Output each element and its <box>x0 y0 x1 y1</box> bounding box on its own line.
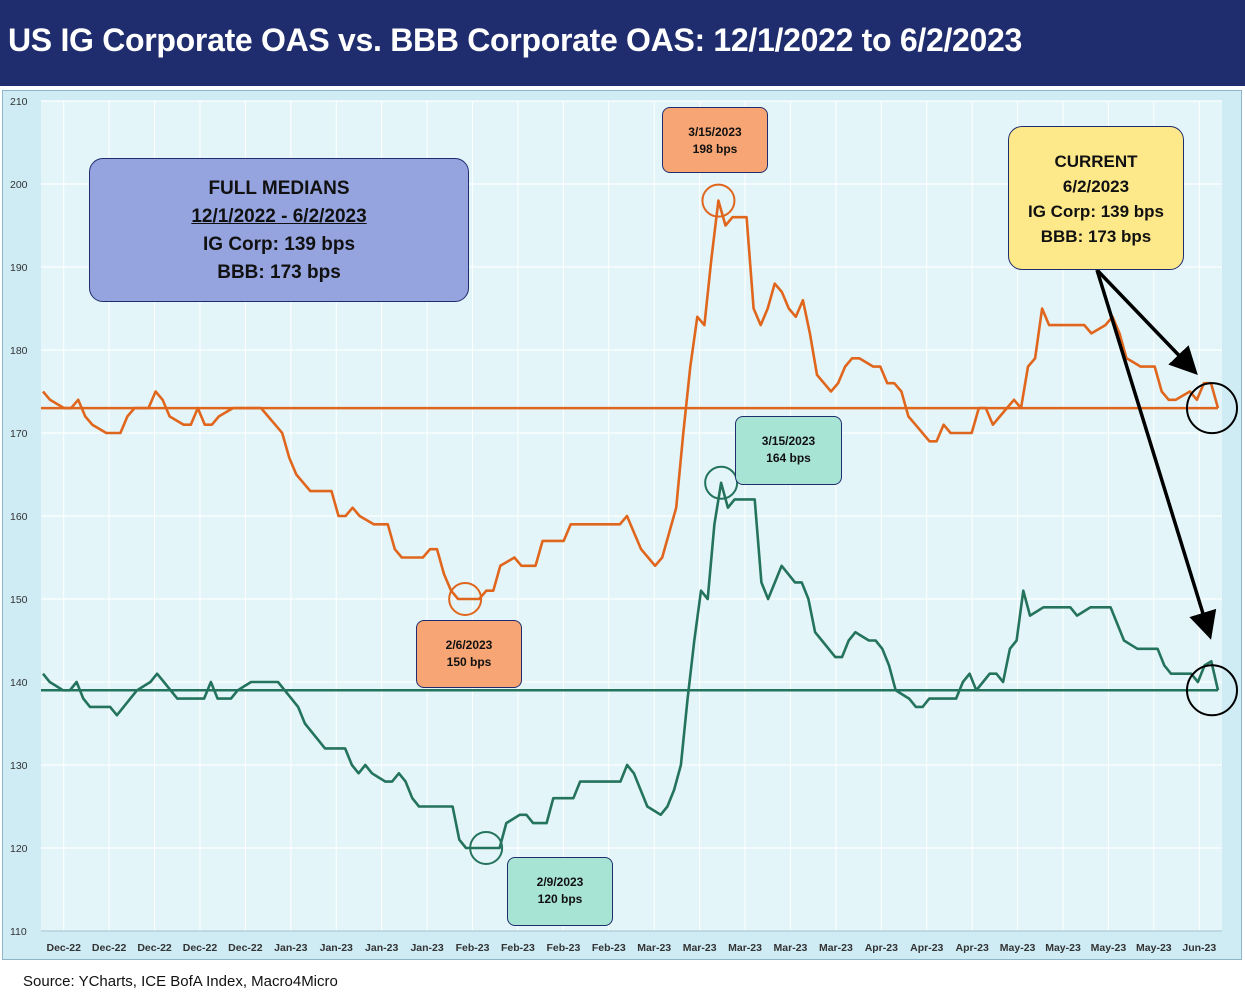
y-tick-label: 140 <box>10 677 28 689</box>
full-medians-box: FULL MEDIANS 12/1/2022 - 6/2/2023 IG Cor… <box>89 158 469 302</box>
arrow-to-ig <box>1095 269 1217 640</box>
bbb-low-value: 150 bps <box>446 655 492 669</box>
current-bbb: BBB: 173 bps <box>1040 227 1152 246</box>
x-tick-label: Dec-22 <box>92 942 127 954</box>
x-tick-label: Mar-23 <box>683 942 717 954</box>
x-tick-label: Feb-23 <box>592 942 626 954</box>
series-line-bbb <box>42 199 1220 601</box>
ig-peak-value: 164 bps <box>766 451 811 465</box>
x-tick-label: Dec-22 <box>228 942 263 954</box>
bbb-low-callout: 2/6/2023 150 bps <box>416 620 522 688</box>
medians-bbb: BBB: 173 bps <box>217 262 341 283</box>
y-tick-label: 190 <box>10 262 28 274</box>
x-tick-label: Dec-22 <box>137 942 172 954</box>
x-tick-label: Jan-23 <box>365 942 398 954</box>
ig-low-callout: 2/9/2023 120 bps <box>507 857 613 926</box>
x-tick-label: Feb-23 <box>501 942 535 954</box>
bbb-peak-callout: 3/15/2023 198 bps <box>662 107 768 173</box>
current-box: CURRENT 6/2/2023 IG Corp: 139 bps BBB: 1… <box>1008 126 1184 270</box>
bbb-low-date: 2/6/2023 <box>445 638 493 652</box>
x-tick-label: Jan-23 <box>410 942 443 954</box>
medians-ig: IG Corp: 139 bps <box>202 234 356 255</box>
source-note: Source: YCharts, ICE BofA Index, Macro4M… <box>23 973 338 990</box>
bbb-peak-marker <box>701 183 736 218</box>
x-tick-label: May-23 <box>1045 942 1081 954</box>
arrow-to-bbb <box>1095 268 1198 376</box>
x-tick-label: Apr-23 <box>910 942 943 954</box>
current-ig-marker <box>1186 664 1238 717</box>
medians-date-range: 12/1/2022 - 6/2/2023 <box>191 206 367 227</box>
x-tick-label: Apr-23 <box>956 942 989 954</box>
y-tick-label: 130 <box>10 760 28 772</box>
y-tick-label: 160 <box>10 511 28 523</box>
chart-title: US IG Corporate OAS vs. BBB Corporate OA… <box>8 22 1023 58</box>
ig-low-marker <box>469 831 504 865</box>
y-tick-label: 200 <box>10 179 28 191</box>
x-tick-label: Mar-23 <box>774 942 808 954</box>
x-tick-label: May-23 <box>1136 942 1172 954</box>
x-tick-label: May-23 <box>1091 942 1127 954</box>
x-tick-label: Feb-23 <box>456 942 490 954</box>
y-tick-label: 210 <box>10 96 28 108</box>
medians-heading: FULL MEDIANS <box>208 178 350 199</box>
y-tick-label: 170 <box>10 428 28 440</box>
series-line-ig <box>41 481 1220 850</box>
ig-peak-date: 3/15/2023 <box>761 434 816 448</box>
x-tick-label: Jan-23 <box>320 942 353 954</box>
y-tick-label: 150 <box>10 594 28 606</box>
ig-peak-callout: 3/15/2023 164 bps <box>735 416 842 485</box>
y-tick-label: 110 <box>10 926 27 938</box>
ig-low-value: 120 bps <box>537 892 583 906</box>
y-tick-label: 120 <box>10 843 28 855</box>
bbb-low-marker <box>448 582 483 616</box>
x-tick-label: May-23 <box>1000 942 1036 954</box>
x-tick-label: Jan-23 <box>274 942 307 954</box>
current-bbb-marker <box>1186 382 1238 435</box>
x-tick-label: Feb-23 <box>546 942 580 954</box>
bbb-peak-date: 3/15/2023 <box>688 125 742 139</box>
y-tick-label: 180 <box>10 345 28 357</box>
x-tick-label: Mar-23 <box>819 942 853 954</box>
ig-low-date: 2/9/2023 <box>536 875 584 889</box>
x-tick-label: Mar-23 <box>728 942 762 954</box>
x-tick-label: Mar-23 <box>637 942 671 954</box>
current-heading: CURRENT <box>1054 152 1138 171</box>
x-tick-label: Jun-23 <box>1182 942 1216 954</box>
x-tick-label: Apr-23 <box>865 942 898 954</box>
footer: Source: YCharts, ICE BofA Index, Macro4M… <box>0 962 1245 1000</box>
x-tick-label: Dec-22 <box>46 942 81 954</box>
current-ig: IG Corp: 139 bps <box>1027 202 1165 221</box>
current-date: 6/2/2023 <box>1062 177 1130 196</box>
x-tick-label: Dec-22 <box>183 942 218 954</box>
title-bar: US IG Corporate OAS vs. BBB Corporate OA… <box>0 0 1245 86</box>
bbb-peak-value: 198 bps <box>692 142 738 156</box>
